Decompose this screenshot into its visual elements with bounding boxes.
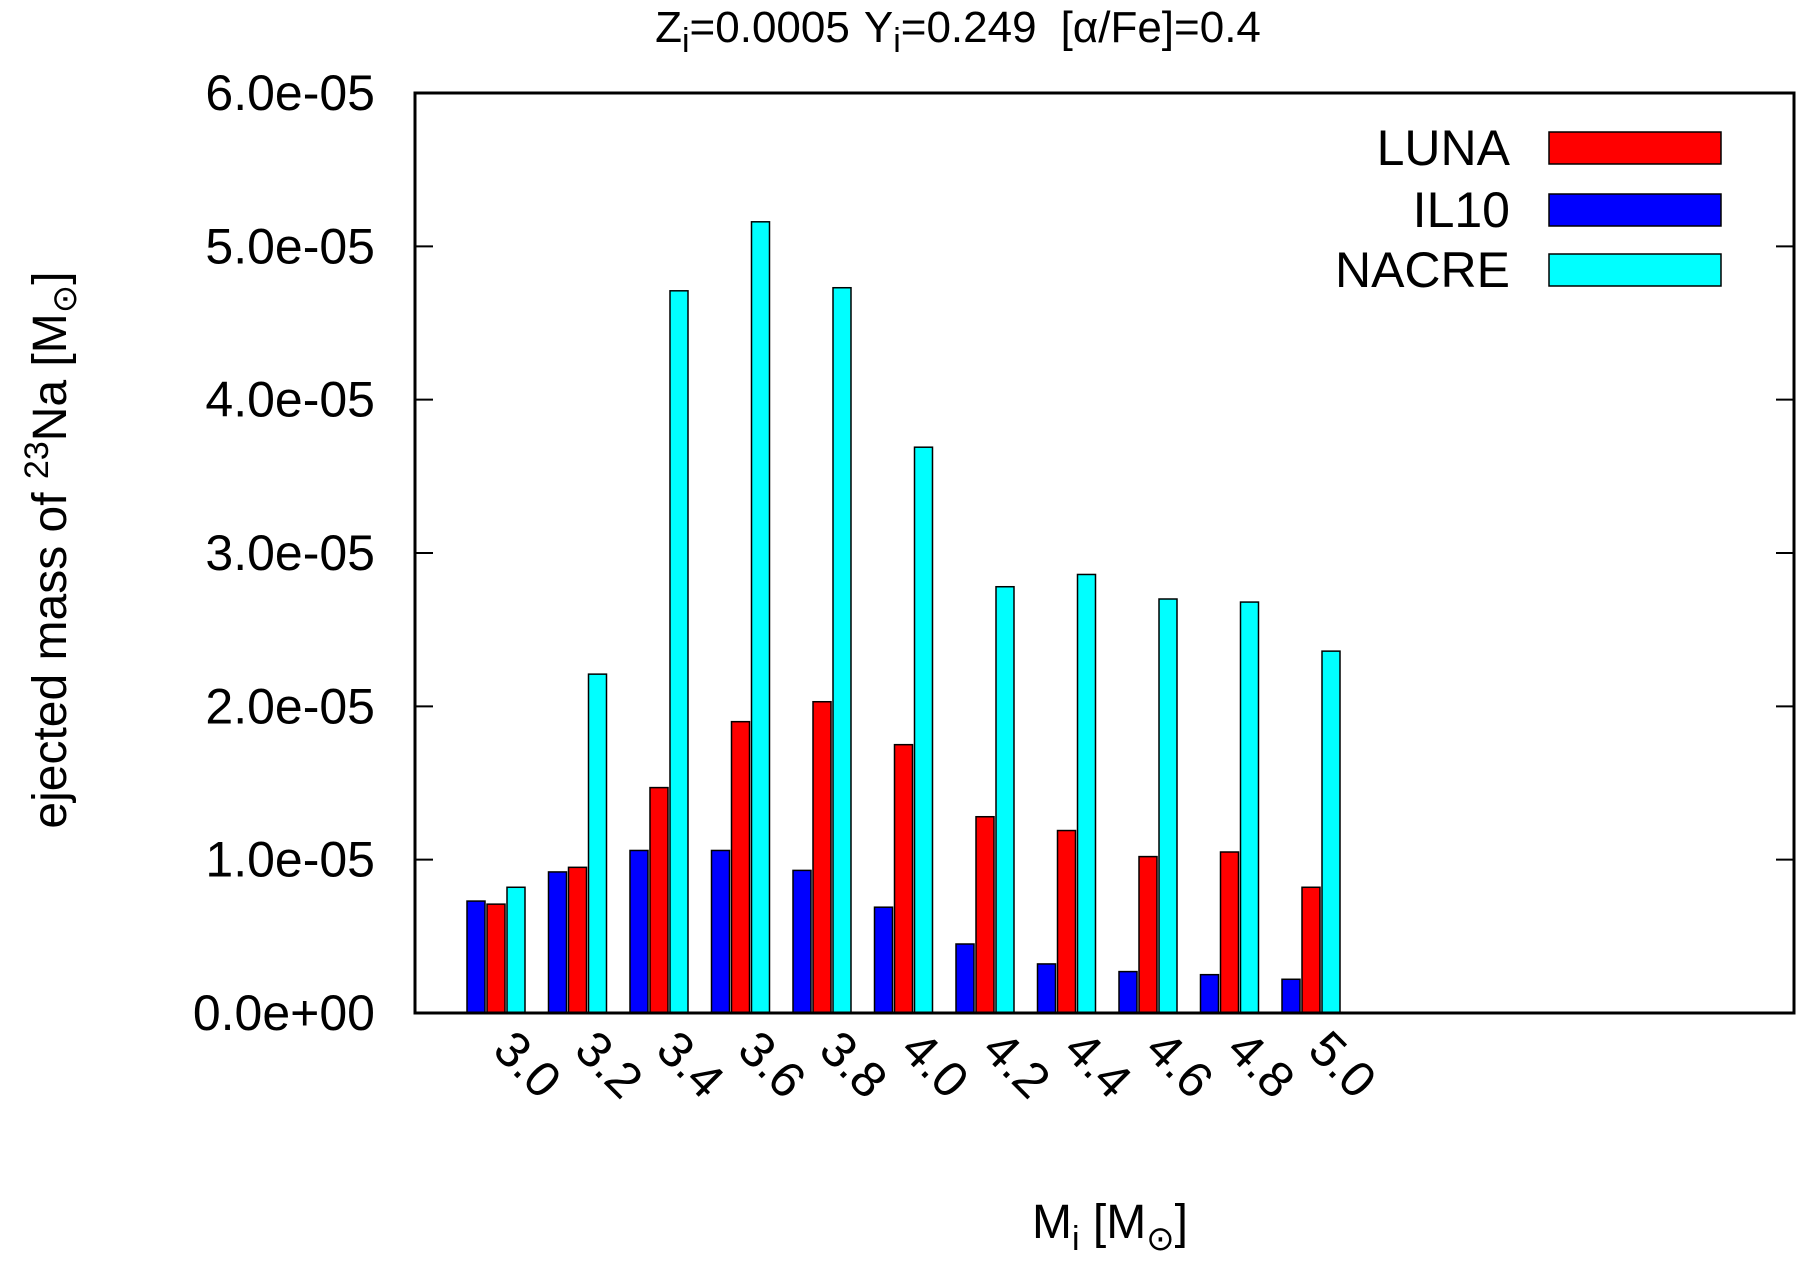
bar-luna-4.0 [893,743,914,1014]
legend-swatch-luna [1548,131,1722,165]
x-tick-label: 4.4 [1054,1020,1143,1109]
bar-il10-4.6 [1118,970,1138,1014]
x-tick-label: 3.6 [728,1020,817,1109]
title-z-value: =0.0005 [690,3,850,52]
bar-il10-3.8 [792,869,812,1014]
bar-il10-4.4 [1036,963,1057,1014]
title-z-symbol: Z [655,3,682,52]
bar-nacre-3.0 [506,886,526,1014]
bar-nacre-4.6 [1158,598,1178,1014]
bar-il10-4.8 [1199,973,1220,1014]
bar-nacre-3.4 [669,290,689,1014]
y-tick-label: 4.0e-05 [205,372,375,428]
bar-luna-4.8 [1219,851,1240,1014]
legend-swatch-nacre [1548,253,1722,287]
bar-luna-4.4 [1056,829,1077,1014]
title-z-subscript: i [682,22,690,60]
title-y-value: =0.249 [901,3,1037,52]
bar-luna-4.6 [1138,855,1158,1014]
y-tick-label: 6.0e-05 [205,65,375,121]
x-tick-label: 3.4 [646,1020,735,1109]
bar-nacre-5.0 [1321,650,1341,1014]
x-axis-title: Mi [M⊙] [1032,1196,1188,1258]
bar-luna-3.4 [649,786,669,1014]
title-y-symbol: Y [864,3,893,52]
y-axis-ticks: 0.0e+00 1.0e-05 2.0e-05 3.0e-05 4.0e-05 5.0e-… [193,65,1794,1041]
legend-label-luna: LUNA [1377,120,1511,176]
title-y-subscript: i [893,22,901,60]
bar-il10-3.2 [547,871,568,1014]
bar-luna-3.2 [567,866,588,1014]
x-axis-title-rest2: ] [1175,1196,1188,1249]
y-tick-label: 2.0e-05 [205,678,375,734]
title-alpha-fe: [α/Fe]=0.4 [1061,3,1261,52]
x-tick-label: 4.2 [972,1020,1061,1109]
y-axis-title-post: ] [24,271,77,284]
y-axis-title-mid: Na [M [24,313,77,441]
y-tick-label: 1.0e-05 [205,832,375,888]
x-axis-categories: 3.03.23.43.63.84.04.24.44.64.85.0 [483,1020,1387,1109]
y-axis-title-sun: ⊙ [46,285,84,314]
x-tick-label: 5.0 [1298,1020,1387,1109]
bar-luna-3.6 [730,720,751,1014]
y-axis-title-sup: 23 [18,441,56,479]
x-tick-label: 4.6 [1135,1020,1224,1109]
bar-nacre-4.0 [913,446,934,1014]
plot-area-frame [413,91,1796,1015]
x-tick-label: 4.8 [1217,1020,1306,1109]
bar-nacre-3.6 [750,221,771,1014]
bar-nacre-4.4 [1076,573,1097,1014]
bar-nacre-4.8 [1239,601,1260,1014]
bar-nacre-3.2 [587,673,608,1014]
bar-il10-4.2 [955,943,975,1014]
x-axis-title-main: M [1032,1196,1072,1249]
bar-luna-3.0 [486,903,506,1014]
y-tick-label: 5.0e-05 [205,218,375,274]
bar-il10-4.0 [873,906,894,1014]
x-tick-label: 4.0 [891,1020,980,1109]
bar-luna-3.8 [812,700,832,1014]
y-tick-label: 3.0e-05 [205,525,375,581]
bar-il10-3.0 [466,900,486,1014]
bar-nacre-3.8 [832,286,852,1014]
bar-il10-3.4 [629,849,649,1014]
x-axis-title-sun: ⊙ [1146,1220,1175,1258]
bar-il10-5.0 [1281,978,1301,1014]
chart-title: Zi=0.0005 Yi=0.249 [α/Fe]=0.4 [655,3,1261,60]
legend-label-il10: IL10 [1413,182,1510,238]
bar-il10-3.6 [710,849,731,1014]
legend-label-nacre: NACRE [1335,242,1510,298]
y-axis-title: ejected mass of 23Na [M⊙] [18,271,84,828]
y-tick-label: 0.0e+00 [193,985,375,1041]
x-tick-label: 3.0 [483,1020,572,1109]
x-axis-title-rest1: [M [1080,1196,1147,1249]
x-tick-label: 3.8 [809,1020,898,1109]
legend-swatch-il10 [1548,193,1722,227]
bar-nacre-4.2 [995,585,1015,1014]
bar-luna-4.2 [975,815,995,1014]
bar-series [466,221,1341,1014]
x-axis-title-sub: i [1072,1220,1080,1258]
y-axis-title-pre: ejected mass of [24,479,77,829]
x-tick-label: 3.2 [565,1020,654,1109]
bar-luna-5.0 [1301,886,1321,1014]
